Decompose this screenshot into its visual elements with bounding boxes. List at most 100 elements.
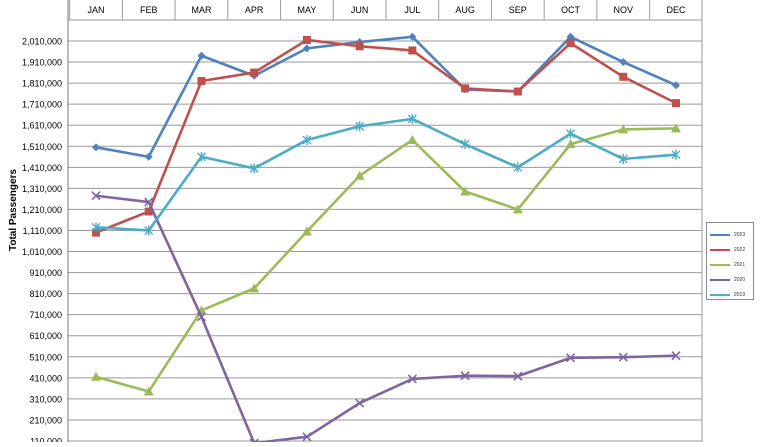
data-point-2021 bbox=[460, 186, 471, 196]
series-line-2023 bbox=[95, 35, 677, 159]
data-point-2019 bbox=[91, 222, 101, 233]
data-point-2021 bbox=[91, 371, 101, 381]
data-point-2020 bbox=[355, 398, 365, 408]
x-tick-label: SEP bbox=[509, 5, 527, 15]
legend-label: 2020 bbox=[734, 277, 746, 283]
x-tick-label: FEB bbox=[140, 5, 158, 15]
data-point-2022 bbox=[619, 72, 628, 81]
data-point-2020 bbox=[513, 371, 523, 381]
data-point-2021 bbox=[301, 226, 312, 236]
data-point-2023 bbox=[408, 32, 417, 41]
y-tick-label: 1,610,000 bbox=[22, 121, 62, 131]
legend-item-2021: 2021 bbox=[710, 259, 752, 271]
data-point-2020 bbox=[196, 312, 207, 322]
data-point-2021 bbox=[354, 170, 365, 180]
data-point-2019 bbox=[196, 151, 206, 162]
legend-swatch bbox=[710, 249, 730, 251]
data-point-2020 bbox=[671, 351, 681, 361]
data-point-2020 bbox=[144, 197, 154, 207]
x-tick-label: JUN bbox=[351, 5, 369, 15]
legend-item-2023: 2023 bbox=[710, 229, 752, 241]
data-point-2022 bbox=[355, 42, 364, 51]
y-tick-label: 710,000 bbox=[29, 310, 62, 320]
x-tick-label: DEC bbox=[666, 5, 686, 15]
legend-label: 2023 bbox=[734, 232, 746, 238]
legend-item-2022: 2022 bbox=[710, 244, 752, 256]
data-point-2022 bbox=[566, 39, 575, 48]
legend: 2023 2022 2021 2020 2019 bbox=[706, 222, 754, 300]
data-point-2020 bbox=[91, 191, 101, 201]
y-tick-label: 110,000 bbox=[30, 437, 62, 443]
data-point-2020 bbox=[460, 371, 470, 381]
data-point-2021 bbox=[671, 123, 681, 133]
y-tick-label: 610,000 bbox=[29, 331, 62, 341]
data-point-2019 bbox=[460, 139, 470, 150]
y-tick-label: 1,510,000 bbox=[22, 142, 62, 152]
data-point-2019 bbox=[671, 149, 681, 160]
x-tick-label: OCT bbox=[561, 5, 581, 15]
data-point-2022 bbox=[197, 77, 206, 85]
series-line-2020 bbox=[95, 194, 677, 445]
y-tick-label: 1,310,000 bbox=[22, 184, 62, 194]
data-point-2019 bbox=[355, 121, 365, 132]
x-tick-label: MAR bbox=[191, 5, 212, 15]
x-tick-label: JAN bbox=[87, 5, 104, 15]
legend-item-2019: 2019 bbox=[710, 289, 752, 301]
data-point-2019 bbox=[566, 128, 576, 139]
legend-label: 2021 bbox=[734, 262, 746, 268]
data-point-2023 bbox=[566, 32, 575, 41]
x-tick-label: APR bbox=[245, 5, 264, 15]
data-point-2019 bbox=[618, 153, 628, 164]
legend-item-2020: 2020 bbox=[710, 274, 752, 286]
y-tick-label: 1,010,000 bbox=[22, 247, 62, 257]
y-tick-label: 2,010,000 bbox=[22, 37, 62, 47]
y-tick-label: 1,910,000 bbox=[22, 58, 62, 68]
legend-swatch bbox=[710, 234, 730, 236]
y-tick-label: 210,000 bbox=[29, 415, 62, 425]
data-point-2023 bbox=[92, 143, 100, 152]
series-line-2022 bbox=[95, 38, 677, 234]
data-point-2019 bbox=[249, 163, 259, 174]
data-point-2019 bbox=[407, 113, 417, 124]
data-point-2022 bbox=[302, 35, 311, 44]
legend-label: 2019 bbox=[734, 292, 746, 298]
y-tick-label: 1,110,000 bbox=[23, 226, 62, 236]
data-point-2020 bbox=[407, 374, 417, 384]
x-tick-label: NOV bbox=[614, 5, 634, 15]
y-tick-label: 410,000 bbox=[29, 373, 62, 383]
data-point-2023 bbox=[619, 58, 628, 67]
x-tick-label: AUG bbox=[455, 5, 475, 15]
y-tick-label: 310,000 bbox=[29, 394, 62, 404]
x-tick-label: JUL bbox=[404, 5, 420, 15]
data-point-2021 bbox=[618, 124, 629, 134]
y-tick-label: 910,000 bbox=[29, 268, 62, 278]
legend-swatch bbox=[710, 279, 730, 281]
data-point-2020 bbox=[565, 353, 576, 363]
data-point-2023 bbox=[302, 44, 311, 53]
data-point-2019 bbox=[144, 225, 154, 236]
data-point-2023 bbox=[144, 152, 153, 161]
data-point-2022 bbox=[92, 228, 100, 237]
y-tick-label: 810,000 bbox=[29, 289, 62, 299]
data-point-2022 bbox=[408, 46, 417, 55]
data-point-2022 bbox=[144, 207, 153, 216]
y-tick-label: 1,810,000 bbox=[22, 79, 62, 89]
y-tick-label: 1,410,000 bbox=[22, 163, 62, 173]
legend-swatch bbox=[710, 294, 730, 296]
data-point-2020 bbox=[302, 432, 312, 442]
y-tick-label: 1,710,000 bbox=[22, 100, 62, 110]
data-point-2023 bbox=[197, 51, 206, 60]
data-point-2021 bbox=[249, 283, 260, 293]
data-point-2022 bbox=[672, 99, 680, 108]
data-point-2022 bbox=[513, 87, 522, 96]
legend-label: 2022 bbox=[734, 247, 746, 253]
data-point-2021 bbox=[512, 204, 523, 214]
data-point-2020 bbox=[618, 352, 628, 362]
y-tick-label: 1,210,000 bbox=[22, 205, 62, 215]
data-point-2019 bbox=[513, 162, 523, 173]
data-point-2022 bbox=[250, 68, 259, 77]
data-point-2019 bbox=[302, 134, 312, 145]
data-point-2021 bbox=[565, 139, 576, 149]
